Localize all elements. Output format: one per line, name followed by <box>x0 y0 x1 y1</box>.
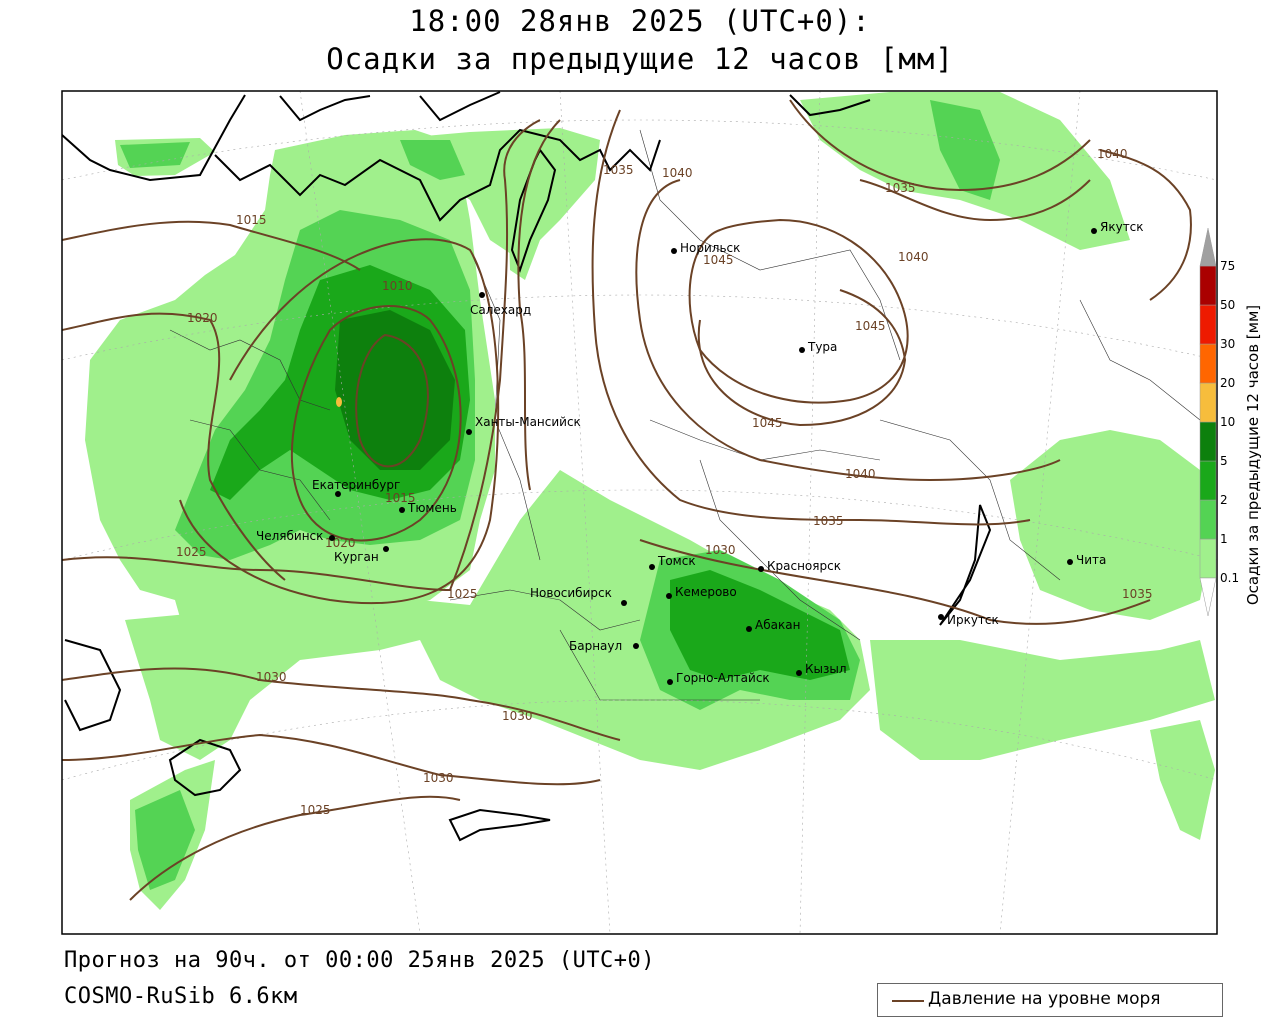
svg-text:Кызыл: Кызыл <box>805 662 847 676</box>
city-krasnoyarsk[interactable]: Красноярск <box>758 559 841 573</box>
svg-text:Чита: Чита <box>1076 553 1106 567</box>
city-novosibirsk[interactable]: Новосибирск <box>530 586 627 606</box>
svg-text:Челябинск: Челябинск <box>256 529 323 543</box>
isobar-label: 1015 <box>385 491 416 505</box>
colorbar-tick-label: 75 <box>1220 259 1235 273</box>
isobar-label: 1035 <box>885 181 916 195</box>
city-gorno-altaysk[interactable]: Горно-Алтайск <box>667 671 770 685</box>
city-chita[interactable]: Чита <box>1067 553 1106 567</box>
colorbar-segment <box>1199 382 1217 423</box>
colorbar-segment <box>1199 265 1217 306</box>
svg-text:Красноярск: Красноярск <box>767 559 841 573</box>
colorbar-tick-label: 0.1 <box>1220 571 1239 585</box>
svg-text:Тюмень: Тюмень <box>407 501 457 515</box>
isobar-label: 1030 <box>705 543 736 557</box>
isobar-label: 1025 <box>176 545 207 559</box>
model-info: COSMO-RuSib 6.6км <box>64 984 298 1009</box>
isobar-legend: Давление на уровне моря <box>877 983 1223 1017</box>
colorbar-segment <box>1199 343 1217 384</box>
colorbar-segment <box>1199 499 1217 540</box>
svg-text:Курган: Курган <box>334 550 379 564</box>
city-kemerovo[interactable]: Кемерово <box>666 585 737 599</box>
colorbar-tick-label: 1 <box>1220 532 1228 546</box>
colorbar-tick-label: 10 <box>1220 415 1235 429</box>
city-salekhard[interactable]: Салехард <box>470 292 531 317</box>
colorbar-tick-label: 5 <box>1220 454 1228 468</box>
cities: Норильск Салехард Тура Якутск Ханты-Манс… <box>256 220 1144 685</box>
isobar-label: 1030 <box>502 709 533 723</box>
city-khanty-mansiysk[interactable]: Ханты-Мансийск <box>466 415 581 435</box>
colorbar-segment <box>1199 304 1217 345</box>
isobar-label: 1035 <box>1122 587 1153 601</box>
precip-layer-intense <box>336 397 342 407</box>
colorbar-tick-label: 20 <box>1220 376 1235 390</box>
svg-text:Екатеринбург: Екатеринбург <box>312 478 400 492</box>
isobars <box>62 99 1192 901</box>
svg-text:Томск: Томск <box>657 554 696 568</box>
svg-text:Якутск: Якутск <box>1100 220 1144 234</box>
colorbar-max-arrow <box>1199 227 1217 267</box>
svg-text:Кемерово: Кемерово <box>675 585 737 599</box>
svg-text:Салехард: Салехард <box>470 303 531 317</box>
isobar-label: 1025 <box>300 803 331 817</box>
city-barnaul[interactable]: Барнаул <box>569 639 639 653</box>
svg-text:Ханты-Мансийск: Ханты-Мансийск <box>475 415 581 429</box>
svg-text:Абакан: Абакан <box>755 618 800 632</box>
svg-text:Новосибирск: Новосибирск <box>530 586 612 600</box>
city-irkutsk[interactable]: Иркутск <box>938 613 999 627</box>
city-kurgan[interactable]: Курган <box>334 546 389 564</box>
colorbar-tick-label: 30 <box>1220 337 1235 351</box>
isobar-label: 1035 <box>813 514 844 528</box>
colorbar-tick-label: 2 <box>1220 493 1228 507</box>
isobar-label: 1040 <box>1097 147 1128 161</box>
isobar-label: 1040 <box>898 250 929 264</box>
svg-text:Норильск: Норильск <box>680 241 740 255</box>
forecast-info: Прогноз на 90ч. от 00:00 25янв 2025 (UTC… <box>64 948 656 973</box>
isobar-label: 1030 <box>256 670 287 684</box>
map-frame <box>61 90 1218 935</box>
isobar-legend-label: Давление на уровне моря <box>928 989 1161 1009</box>
svg-text:Барнаул: Барнаул <box>569 639 622 653</box>
isobar-legend-swatch <box>892 1000 924 1002</box>
graticule <box>62 91 1217 934</box>
isobar-label: 1045 <box>855 319 886 333</box>
svg-text:Тура: Тура <box>807 340 837 354</box>
city-tura[interactable]: Тура <box>799 340 837 354</box>
map-subtitle: Осадки за предыдущие 12 часов [мм] <box>326 42 954 76</box>
colorbar-segment <box>1199 538 1217 579</box>
isobar-label: 1025 <box>447 587 478 601</box>
colorbar-segment <box>1199 421 1217 462</box>
city-kyzyl[interactable]: Кызыл <box>796 662 847 676</box>
city-tyumen[interactable]: Тюмень <box>399 501 457 515</box>
city-abakan[interactable]: Абакан <box>746 618 800 632</box>
isobar-label: 1030 <box>423 771 454 785</box>
city-tomsk[interactable]: Томск <box>649 554 696 570</box>
city-yakutsk[interactable]: Якутск <box>1091 220 1144 234</box>
isobar-label: 1035 <box>603 163 634 177</box>
city-ekaterinburg[interactable]: Екатеринбург <box>312 478 400 497</box>
colorbar-tick-label: 50 <box>1220 298 1235 312</box>
isobar-label: 1010 <box>382 279 413 293</box>
isobar-label: 1040 <box>662 166 693 180</box>
precip-layer-heavy <box>335 310 455 470</box>
colorbar-min-arrow <box>1199 577 1217 617</box>
city-norilsk[interactable]: Норильск <box>671 241 740 255</box>
isobar-label: 1040 <box>845 467 876 481</box>
precip-colorbar: 0.1 1 2 5 10 20 30 50 75 <box>1199 227 1239 617</box>
colorbar-segment <box>1199 460 1217 501</box>
map-area: 1015 1020 1010 1015 1020 1025 1030 1030 … <box>62 91 1217 934</box>
svg-text:Иркутск: Иркутск <box>947 613 999 627</box>
isobar-label: 1045 <box>752 416 783 430</box>
isobar-label: 1020 <box>187 311 218 325</box>
isobar-label: 1045 <box>703 253 734 267</box>
city-chelyabinsk[interactable]: Челябинск <box>256 529 335 543</box>
colorbar-title: Осадки за предыдущие 12 часов [мм] <box>1244 304 1262 606</box>
isobar-label: 1015 <box>236 213 267 227</box>
svg-text:Горно-Алтайск: Горно-Алтайск <box>676 671 770 685</box>
isobar-labels: 1015 1020 1010 1015 1020 1025 1030 1030 … <box>176 147 1153 817</box>
map-title: 18:00 28янв 2025 (UTC+0): <box>409 4 871 38</box>
